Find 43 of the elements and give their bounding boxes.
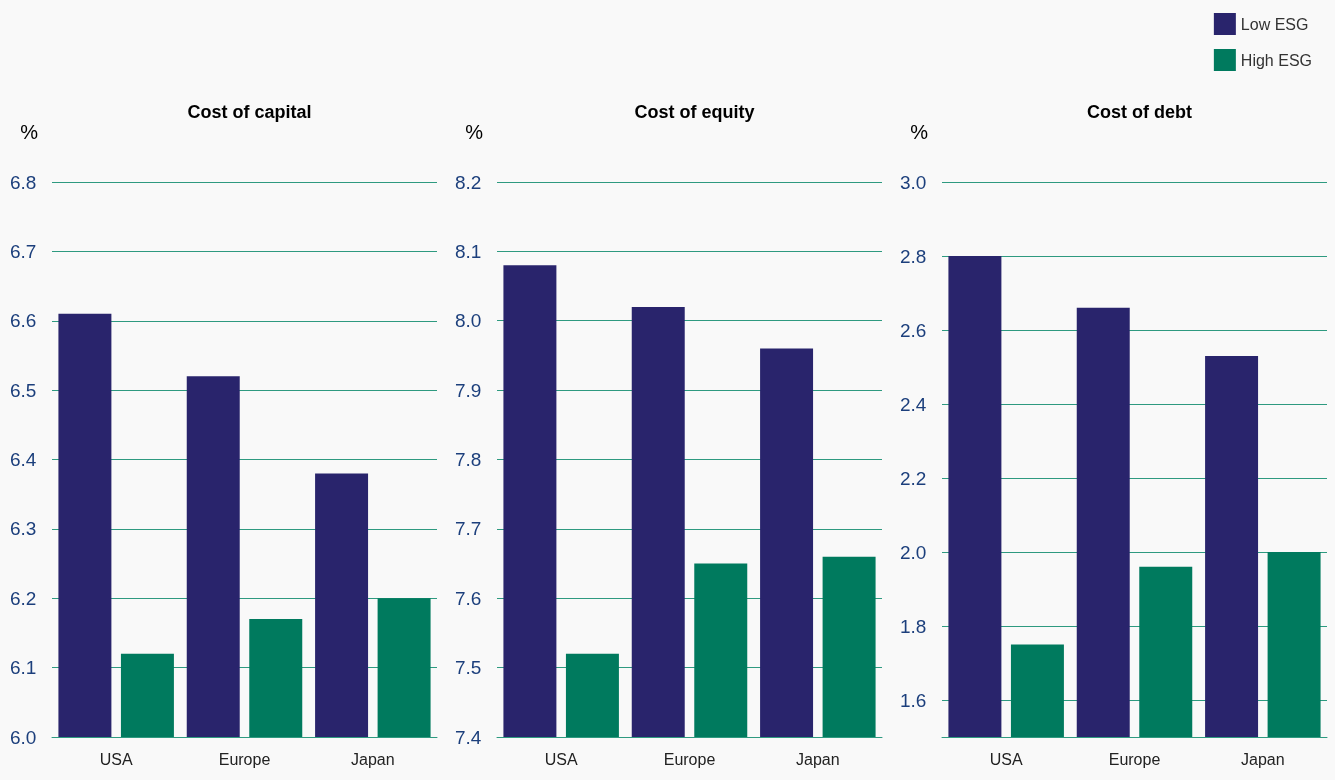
chart-title: Cost of equity xyxy=(634,102,755,122)
y-axis-title: % xyxy=(465,121,484,143)
chart-title: Cost of debt xyxy=(1087,102,1192,122)
y-tick-label: 2.8 xyxy=(900,245,927,267)
y-axis-title: % xyxy=(910,121,929,143)
x-tick-label: USA xyxy=(99,750,133,768)
x-tick-label: Japan xyxy=(1241,750,1285,768)
y-tick-label: 7.5 xyxy=(455,657,482,679)
x-tick-label: Europe xyxy=(663,750,716,768)
y-tick-label: 6.0 xyxy=(10,726,37,748)
y-tick-label: 6.3 xyxy=(10,518,37,540)
y-tick-label: 8.0 xyxy=(455,310,482,332)
y-tick-label: 2.4 xyxy=(900,393,927,415)
y-tick-label: 6.2 xyxy=(10,587,37,609)
x-tick-label: Japan xyxy=(351,750,395,768)
y-tick-label: 1.6 xyxy=(900,689,927,711)
y-tick-label: 6.6 xyxy=(10,310,37,332)
y-tick-label: 7.9 xyxy=(455,379,482,401)
y-tick-label: 6.5 xyxy=(10,379,37,401)
y-tick-label: 8.1 xyxy=(455,240,482,262)
chart-title: Cost of capital xyxy=(187,102,312,122)
legend-label: Low ESG xyxy=(1240,15,1309,33)
y-tick-label: 6.7 xyxy=(10,240,37,262)
x-tick-label: USA xyxy=(989,750,1023,768)
x-tick-label: Japan xyxy=(796,750,840,768)
y-tick-label: 2.0 xyxy=(900,541,927,563)
y-tick-label: 8.2 xyxy=(455,171,482,193)
y-tick-label: 6.8 xyxy=(10,171,37,193)
y-tick-label: 7.8 xyxy=(455,449,482,470)
y-tick-label: 7.7 xyxy=(455,518,482,540)
y-tick-label: 3.0 xyxy=(900,171,927,193)
x-tick-label: Europe xyxy=(1108,750,1161,768)
x-tick-label: USA xyxy=(544,750,578,768)
y-tick-label: 7.6 xyxy=(455,587,482,609)
y-tick-label: 7.4 xyxy=(455,726,482,748)
y-tick-label: 6.4 xyxy=(10,449,37,470)
y-tick-label: 1.8 xyxy=(900,615,927,637)
y-tick-label: 6.1 xyxy=(10,657,37,679)
x-tick-label: Europe xyxy=(218,750,271,768)
y-axis-title: % xyxy=(20,121,39,143)
y-tick-label: 2.6 xyxy=(900,319,927,341)
y-tick-label: 2.2 xyxy=(900,467,927,489)
legend-label: High ESG xyxy=(1240,51,1312,69)
